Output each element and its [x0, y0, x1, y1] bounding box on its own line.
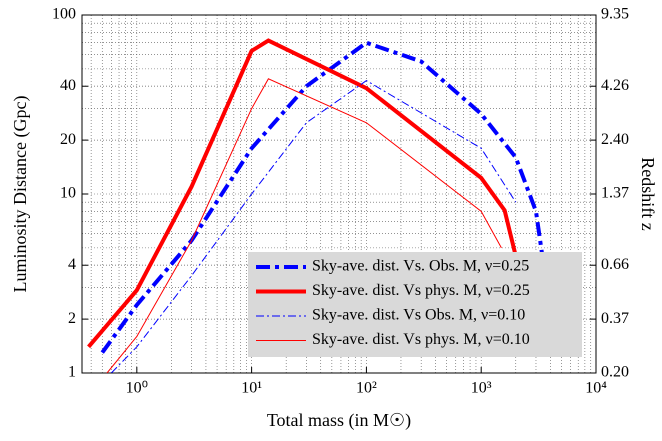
y2-tick-label: 4.26	[601, 77, 629, 94]
y2-tick-label: 0.37	[601, 310, 629, 327]
y2-tick-label: 1.37	[601, 185, 629, 202]
y-tick-label: 20	[60, 131, 76, 148]
y-axis-label: Luminosity Distance (Gpc)	[10, 96, 31, 293]
y2-tick-label: 0.66	[601, 256, 629, 273]
x-tick-label: 10¹	[241, 380, 262, 397]
y2-tick-label: 2.40	[601, 131, 629, 148]
x-axis-label: Total mass (in M☉)	[267, 410, 411, 431]
legend-label: Sky-ave. dist. Vs. Obs. M, ν=0.25	[312, 258, 529, 275]
legend-label: Sky-ave. dist. Vs phys. M, ν=0.25	[312, 282, 530, 299]
plot-frame	[81, 14, 597, 374]
lines	[87, 38, 546, 373]
y-tick-label: 4	[68, 256, 76, 273]
x-tick-label: 10⁰	[126, 380, 148, 397]
legend-box	[248, 252, 582, 357]
y-tick-label: 10	[60, 185, 76, 202]
series-line	[110, 80, 517, 373]
legend-label: Sky-ave. dist. Vs phys. M, ν=0.10	[312, 331, 530, 348]
series-line	[100, 40, 546, 354]
series-line	[106, 78, 502, 373]
series-line	[87, 38, 518, 349]
y-tick-label: 1	[68, 364, 76, 381]
y-tick-label: 2	[68, 310, 76, 327]
legend-label: Sky-ave. dist. Vs Obs. M, ν=0.10	[312, 307, 525, 324]
x-tick-label: 10³	[471, 380, 492, 397]
y2-tick-label: 0.20	[601, 364, 629, 381]
y2-axis-label: Redshift z	[638, 157, 658, 231]
x-tick-label: 10²	[356, 380, 377, 397]
y-tick-label: 40	[60, 77, 76, 94]
y-tick-label: 100	[52, 6, 76, 23]
x-tick-label: 10⁴	[585, 380, 607, 397]
y2-tick-label: 9.35	[601, 6, 629, 23]
